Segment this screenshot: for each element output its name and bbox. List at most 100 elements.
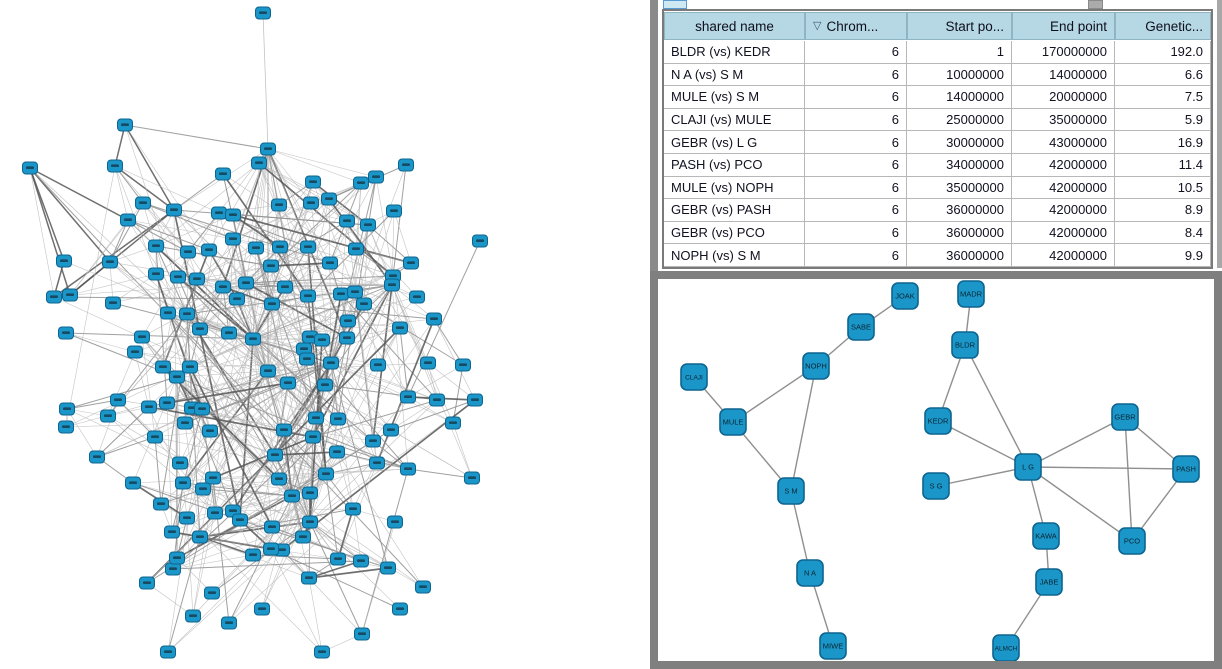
network-node[interactable] — [400, 462, 416, 476]
network-node[interactable] — [100, 409, 116, 423]
network-node[interactable] — [330, 412, 346, 426]
network-node[interactable] — [299, 352, 315, 366]
network-node[interactable]: CLAJI — [680, 363, 708, 391]
network-node[interactable] — [353, 176, 369, 190]
network-node[interactable] — [472, 234, 488, 248]
network-node[interactable] — [225, 208, 241, 222]
network-node[interactable] — [392, 602, 408, 616]
network-node[interactable] — [348, 242, 364, 256]
network-node[interactable] — [305, 430, 321, 444]
network-node[interactable] — [105, 296, 121, 310]
network-node[interactable] — [263, 542, 279, 556]
network-node[interactable] — [354, 627, 370, 641]
network-node[interactable] — [317, 378, 333, 392]
network-node[interactable] — [420, 356, 436, 370]
network-node[interactable] — [295, 530, 311, 544]
network-node[interactable] — [260, 364, 276, 378]
column-header-genetic[interactable]: Genetic... — [1115, 12, 1211, 40]
network-node[interactable] — [323, 356, 339, 370]
network-node[interactable] — [139, 576, 155, 590]
network-node[interactable] — [271, 198, 287, 212]
table-row[interactable]: NOPH (vs) S M 6 36000000 42000000 9.9 — [664, 244, 1211, 267]
network-node[interactable] — [271, 472, 287, 486]
network-node[interactable] — [330, 552, 346, 566]
network-node[interactable] — [169, 370, 185, 384]
network-node[interactable] — [22, 161, 38, 175]
network-node[interactable] — [172, 456, 188, 470]
table-row[interactable]: MULE (vs) NOPH 6 35000000 42000000 10.5 — [664, 176, 1211, 200]
network-node[interactable] — [58, 420, 74, 434]
table-row[interactable]: PASH (vs) PCO 6 34000000 42000000 11.4 — [664, 153, 1211, 177]
network-node[interactable] — [62, 288, 78, 302]
network-node[interactable] — [369, 456, 385, 470]
network-node[interactable] — [59, 402, 75, 416]
network-node[interactable]: MULE — [719, 408, 747, 436]
network-node[interactable] — [204, 586, 220, 600]
column-header-end-point[interactable]: End point — [1012, 12, 1115, 40]
network-node[interactable] — [360, 218, 376, 232]
network-node[interactable] — [201, 243, 217, 257]
network-node[interactable] — [370, 358, 386, 372]
column-header-shared-name[interactable]: shared name — [664, 12, 805, 40]
network-node[interactable] — [251, 156, 267, 170]
network-node[interactable] — [195, 482, 211, 496]
network-node[interactable] — [211, 206, 227, 220]
network-node[interactable]: MADR — [957, 280, 985, 308]
network-node[interactable]: MIWE — [819, 632, 847, 660]
network-node[interactable] — [189, 272, 205, 286]
network-node[interactable]: L G — [1014, 453, 1042, 481]
network-node[interactable] — [464, 471, 480, 485]
table-row[interactable]: GEBR (vs) L G 6 30000000 43000000 16.9 — [664, 131, 1211, 154]
network-node[interactable] — [170, 270, 186, 284]
network-node[interactable]: GEBR — [1111, 403, 1139, 431]
network-node[interactable] — [148, 267, 164, 281]
network-node[interactable] — [120, 213, 136, 227]
network-node[interactable] — [339, 331, 355, 345]
table-row[interactable]: GEBR (vs) PASH 6 36000000 42000000 8.9 — [664, 199, 1211, 222]
network-node[interactable]: N A — [796, 559, 824, 587]
table-row[interactable]: BLDR (vs) KEDR 6 1 170000000 192.0 — [664, 41, 1211, 64]
detail-network-canvas[interactable]: JOAK MADR SABE BLDR NOPH CLAJI MULE KEDR GEBR L G… — [658, 279, 1214, 661]
network-node[interactable] — [185, 609, 201, 623]
overview-network-canvas[interactable] — [0, 0, 650, 669]
table-row[interactable]: GEBR (vs) PCO 6 36000000 42000000 8.4 — [664, 221, 1211, 245]
network-node[interactable] — [409, 290, 425, 304]
network-node[interactable] — [400, 390, 416, 404]
table-row[interactable]: N A (vs) S M 6 10000000 14000000 6.6 — [664, 63, 1211, 87]
network-node[interactable] — [177, 416, 193, 430]
network-node[interactable]: S G — [922, 472, 950, 500]
network-node[interactable] — [264, 297, 280, 311]
network-node[interactable] — [302, 486, 318, 500]
network-node[interactable] — [386, 204, 402, 218]
scrollbar-thumb[interactable] — [1088, 0, 1103, 9]
network-node[interactable] — [296, 342, 312, 356]
network-node[interactable] — [260, 142, 276, 156]
network-node[interactable] — [107, 159, 123, 173]
network-node[interactable]: NOPH — [802, 352, 830, 380]
network-node[interactable] — [467, 393, 483, 407]
network-node[interactable] — [215, 280, 231, 294]
network-node[interactable]: BLDR — [951, 331, 979, 359]
network-node[interactable] — [329, 445, 345, 459]
column-header-chromosome[interactable]: ▽ Chrom... — [805, 12, 907, 40]
network-node[interactable] — [180, 245, 196, 259]
network-node[interactable] — [314, 333, 330, 347]
column-header-start-position[interactable]: Start po... — [907, 12, 1012, 40]
network-node[interactable] — [380, 561, 396, 575]
network-node[interactable] — [455, 358, 471, 372]
network-node[interactable]: SABE — [847, 313, 875, 341]
network-node[interactable]: KAWA — [1032, 522, 1060, 550]
network-node[interactable] — [255, 6, 271, 20]
network-node[interactable] — [254, 602, 270, 616]
network-node[interactable] — [202, 424, 218, 438]
network-node[interactable] — [415, 580, 431, 594]
network-node[interactable] — [155, 360, 171, 374]
network-node[interactable] — [314, 645, 330, 659]
network-node[interactable] — [263, 259, 279, 273]
network-node[interactable] — [141, 400, 157, 414]
network-node[interactable] — [426, 312, 442, 326]
table-row[interactable]: CLAJI (vs) MULE 6 25000000 35000000 5.9 — [664, 108, 1211, 132]
network-node[interactable] — [347, 285, 363, 299]
network-node[interactable] — [148, 239, 164, 253]
network-node[interactable] — [353, 554, 369, 568]
